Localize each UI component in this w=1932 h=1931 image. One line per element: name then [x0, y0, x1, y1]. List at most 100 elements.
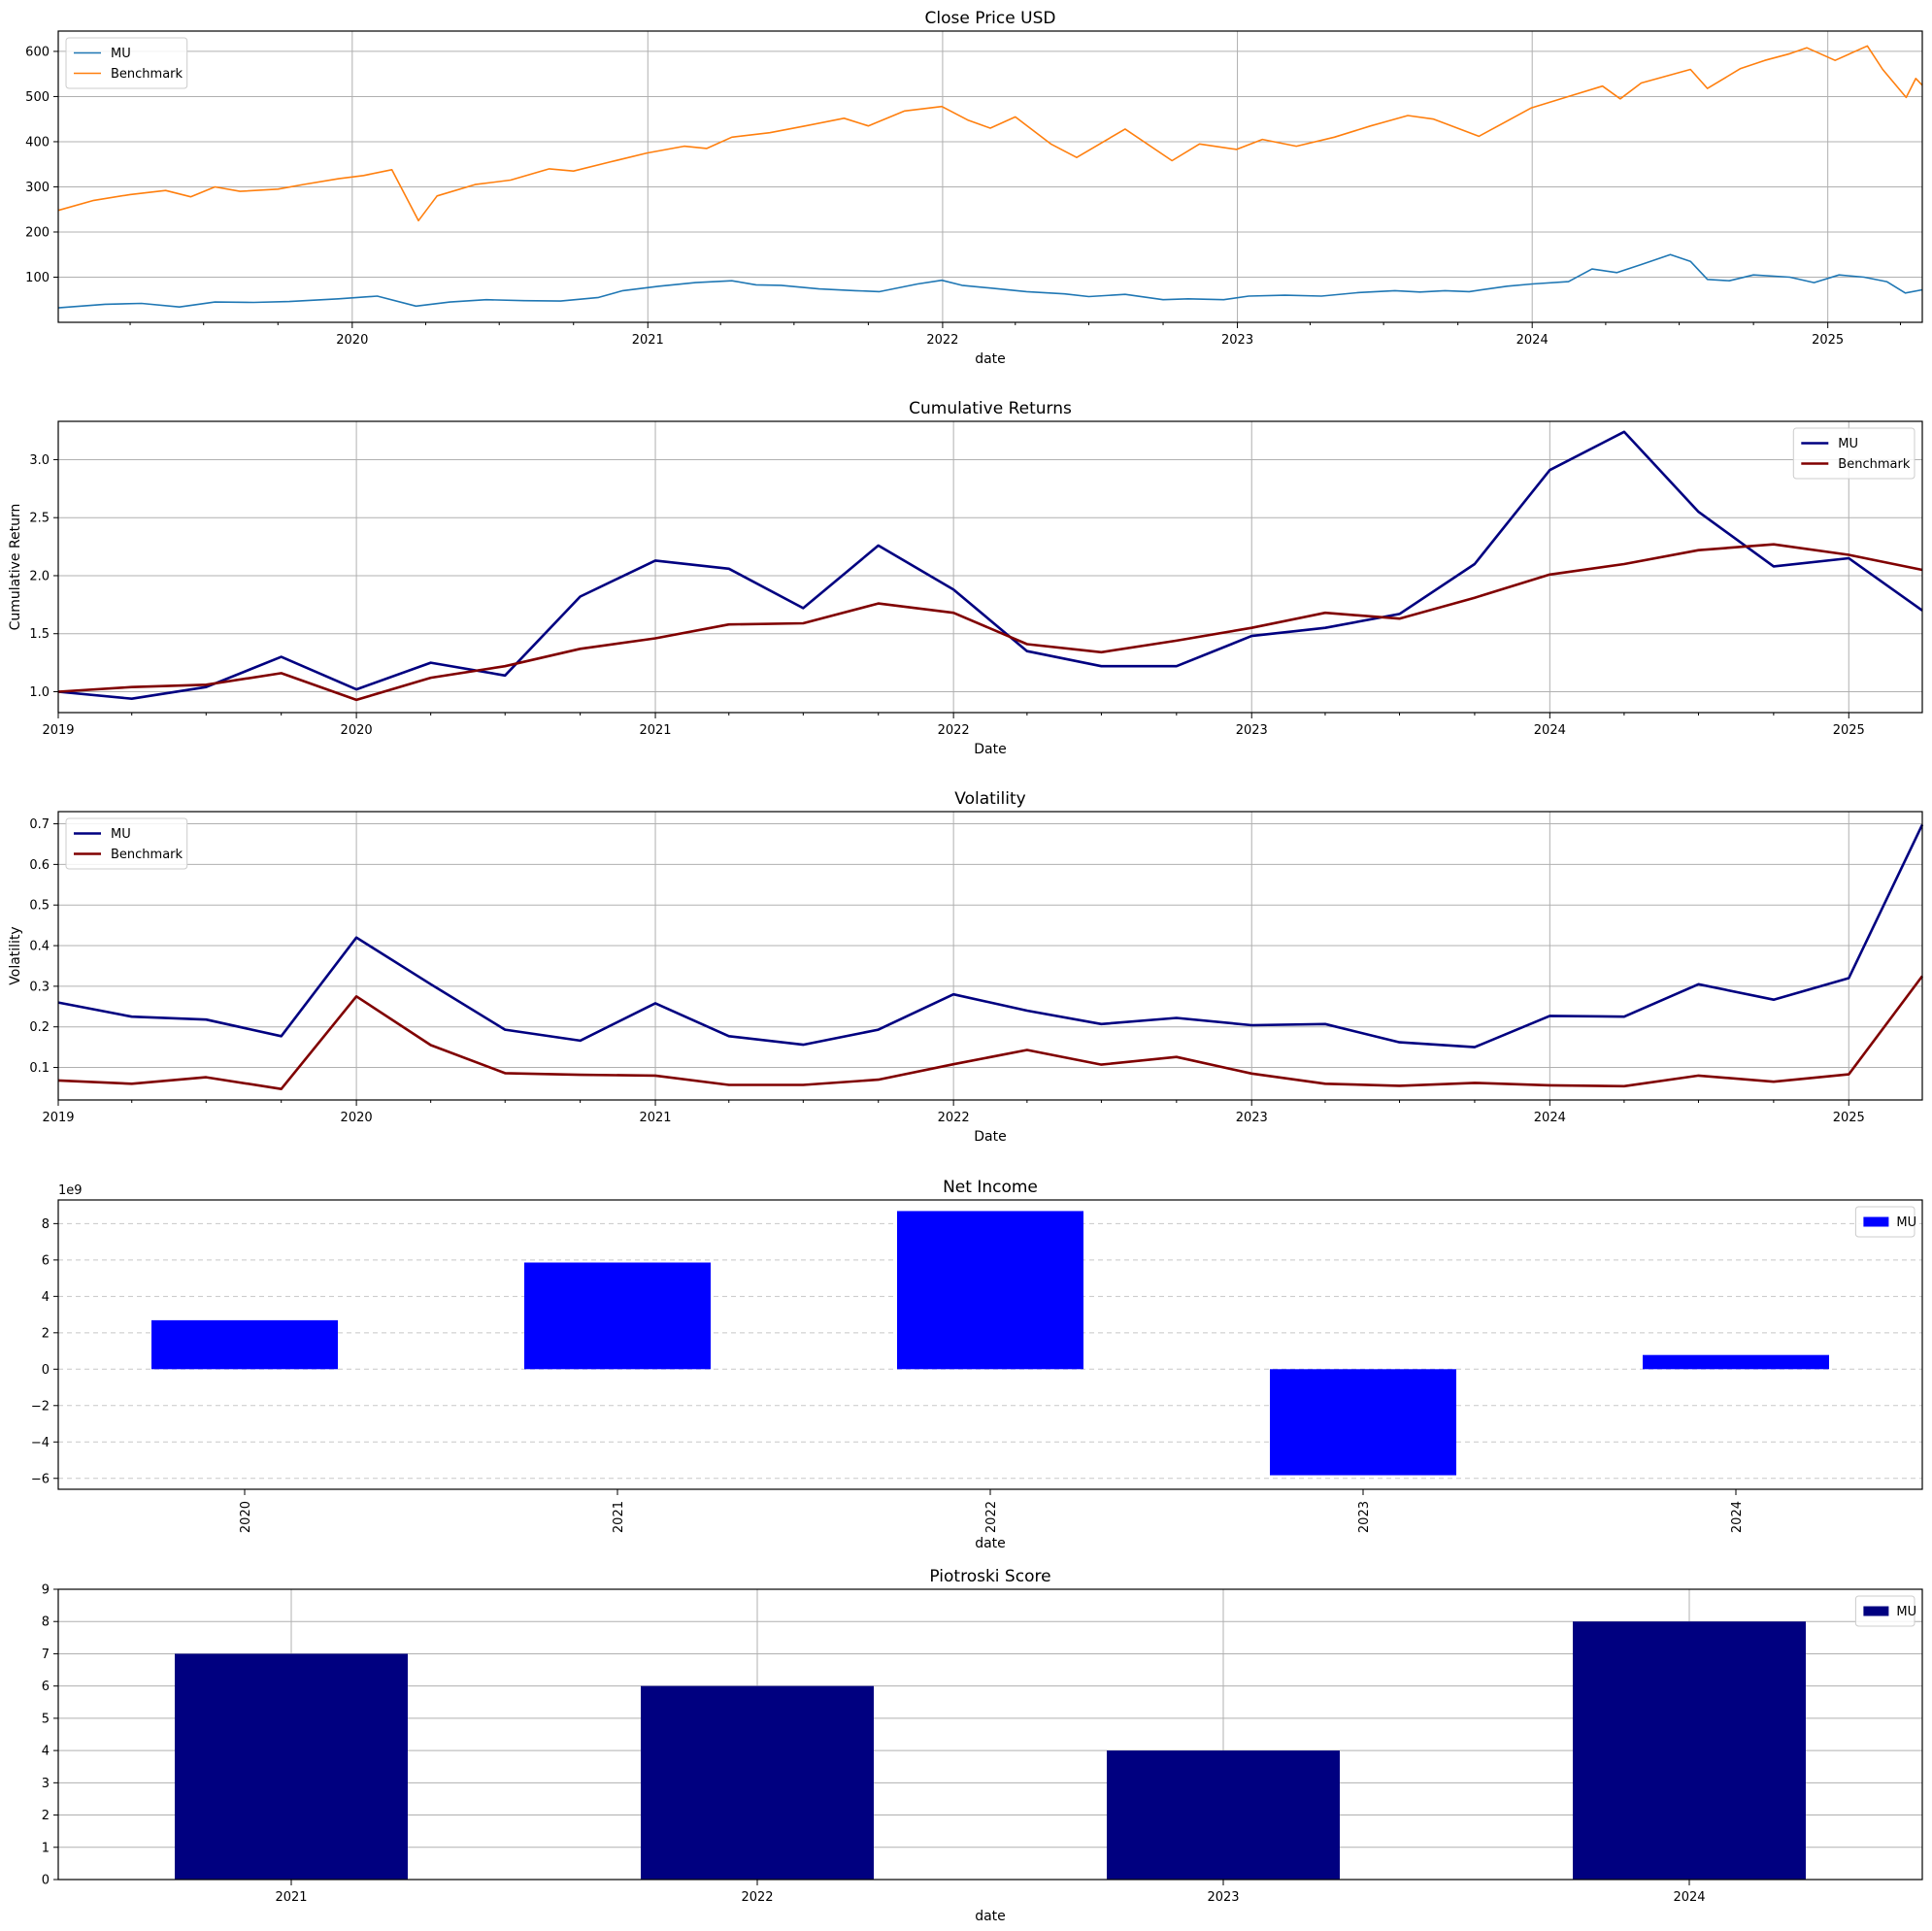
y-tick-label: 2 — [42, 1326, 50, 1341]
y-tick-label: 8 — [42, 1217, 50, 1232]
x-tick-label: 2023 — [1236, 723, 1268, 738]
y-tick-label: 6 — [42, 1253, 50, 1268]
y-tick-label: 6 — [42, 1680, 50, 1694]
x-tick-label: 2024 — [1516, 333, 1549, 348]
legend-entry: Benchmark — [1838, 457, 1911, 472]
x-tick-label: 2025 — [1833, 723, 1865, 738]
piotroski-score-legend: MU — [1854, 1595, 1916, 1627]
y-tick-label: 200 — [25, 225, 50, 240]
x-tick-label: 2021 — [632, 333, 664, 348]
series-line-benchmark — [57, 975, 1924, 1090]
legend-entry: MU — [1838, 437, 1858, 451]
volatility-legend: MU Benchmark — [65, 817, 188, 870]
cumulative-returns-legend: MU Benchmark — [1792, 427, 1915, 480]
y-tick-label: 2 — [42, 1809, 50, 1823]
y-tick-label: 0 — [42, 1874, 50, 1888]
x-tick-label: 2021 — [639, 723, 671, 738]
y-tick-label: 2.5 — [29, 512, 50, 526]
y-tick-label: 600 — [25, 45, 50, 59]
series-line-mu — [57, 823, 1924, 1049]
legend-box — [1792, 427, 1915, 480]
net-income-grid — [58, 1222, 1922, 1480]
bar-2023 — [1270, 1369, 1456, 1476]
x-tick-label: 2025 — [1812, 333, 1844, 348]
y-tick-label: 0.6 — [29, 858, 50, 873]
legend-entry: Benchmark — [111, 848, 183, 862]
bar-2022 — [897, 1211, 1083, 1370]
y-tick-label: −4 — [31, 1436, 50, 1450]
y-axis-label: Cumulative Return — [8, 504, 23, 631]
y-tick-label: 0.3 — [29, 980, 50, 994]
x-axis-label: date — [975, 351, 1006, 367]
y-tick-label: 100 — [25, 271, 50, 285]
net-income-legend: MU — [1854, 1206, 1916, 1238]
series-line-mu — [57, 430, 1923, 700]
y-tick-label: 0.2 — [29, 1020, 50, 1035]
y-tick-label: −6 — [31, 1472, 50, 1486]
axis-offset-text: 1e9 — [58, 1183, 83, 1198]
x-tick-label: 2024 — [1730, 1501, 1745, 1533]
close-price-axes-frame — [57, 30, 1923, 323]
chart-title: Piotroski Score — [929, 1567, 1050, 1586]
bar-2023 — [1107, 1750, 1340, 1880]
y-tick-label: 0.7 — [29, 817, 50, 832]
x-tick-label: 2024 — [1534, 723, 1566, 738]
y-tick-label: 400 — [25, 135, 50, 150]
y-tick-label: 4 — [42, 1745, 50, 1759]
x-axis-label: Date — [974, 1129, 1006, 1145]
x-tick-label: 2023 — [1236, 1111, 1268, 1125]
x-tick-label: 2022 — [938, 723, 970, 738]
x-tick-label: 2021 — [275, 1890, 307, 1905]
x-tick-label: 2024 — [1673, 1890, 1705, 1905]
y-tick-label: 3.0 — [29, 453, 50, 468]
x-tick-label: 2022 — [926, 333, 958, 348]
close-price-legend: MU Benchmark — [65, 37, 188, 89]
series-line-benchmark — [57, 45, 1923, 222]
legend-box — [65, 817, 188, 870]
bar-2024 — [1573, 1621, 1806, 1880]
cumulative-returns-grid — [57, 421, 1922, 713]
x-tick-label: 2023 — [1207, 1890, 1239, 1905]
cumulative-returns-axes-frame — [57, 420, 1923, 714]
piotroski-score-chart: 0 1 2 3 4 5 6 7 8 9 2021 2022 2023 2024 Piotroski Scor… — [42, 1567, 1923, 1924]
y-tick-label: 3 — [42, 1777, 50, 1791]
series-line-benchmark — [57, 543, 1923, 702]
x-tick-label: 2022 — [938, 1111, 970, 1125]
y-tick-label: 300 — [25, 181, 50, 195]
y-tick-label: 500 — [25, 90, 50, 105]
x-tick-label: 2023 — [1221, 333, 1253, 348]
legend-entry: MU — [111, 827, 131, 842]
legend-entry: MU — [1896, 1215, 1916, 1230]
legend-entry: Benchmark — [111, 67, 183, 82]
x-tick-label: 2024 — [1534, 1111, 1566, 1125]
x-tick-label: 2021 — [639, 1111, 671, 1125]
y-tick-label: 0.4 — [29, 940, 50, 954]
net-income-chart: −6 −4 −2 0 2 4 6 8 2020 2021 2022 2023 2024 Net Incom… — [31, 1178, 1923, 1551]
volatility-axes-frame — [57, 811, 1923, 1101]
x-tick-label: 2019 — [42, 1111, 74, 1125]
y-tick-label: 7 — [42, 1648, 50, 1662]
y-tick-label: 0.1 — [29, 1061, 50, 1076]
x-tick-label: 2020 — [341, 723, 373, 738]
chart-title: Volatility — [954, 789, 1025, 809]
bar-2021 — [175, 1653, 408, 1880]
y-tick-label: 1.5 — [29, 627, 50, 642]
y-tick-label: 4 — [42, 1290, 50, 1305]
legend-box — [65, 37, 188, 89]
bar-2024 — [1643, 1354, 1829, 1370]
x-axis-label: Date — [974, 742, 1006, 757]
bar-2021 — [524, 1262, 711, 1370]
y-tick-label: 1.0 — [29, 685, 50, 700]
cumulative-returns-chart: 1.0 1.5 2.0 2.5 3.0 2019 2020 2021 2022 2023 2024 2… — [8, 399, 1923, 757]
chart-title: Close Price USD — [925, 9, 1056, 28]
legend-swatch — [1863, 1216, 1889, 1227]
legend-entry: MU — [1896, 1605, 1916, 1619]
bar-2020 — [151, 1319, 338, 1370]
x-tick-label: 2025 — [1833, 1111, 1865, 1125]
y-tick-label: −2 — [31, 1399, 50, 1414]
chart-title: Net Income — [943, 1178, 1038, 1197]
y-tick-label: 0 — [42, 1363, 50, 1378]
x-tick-label: 2023 — [1357, 1501, 1372, 1533]
legend-entry: MU — [111, 47, 131, 61]
piotroski-score-axes-frame — [57, 1588, 1923, 1881]
